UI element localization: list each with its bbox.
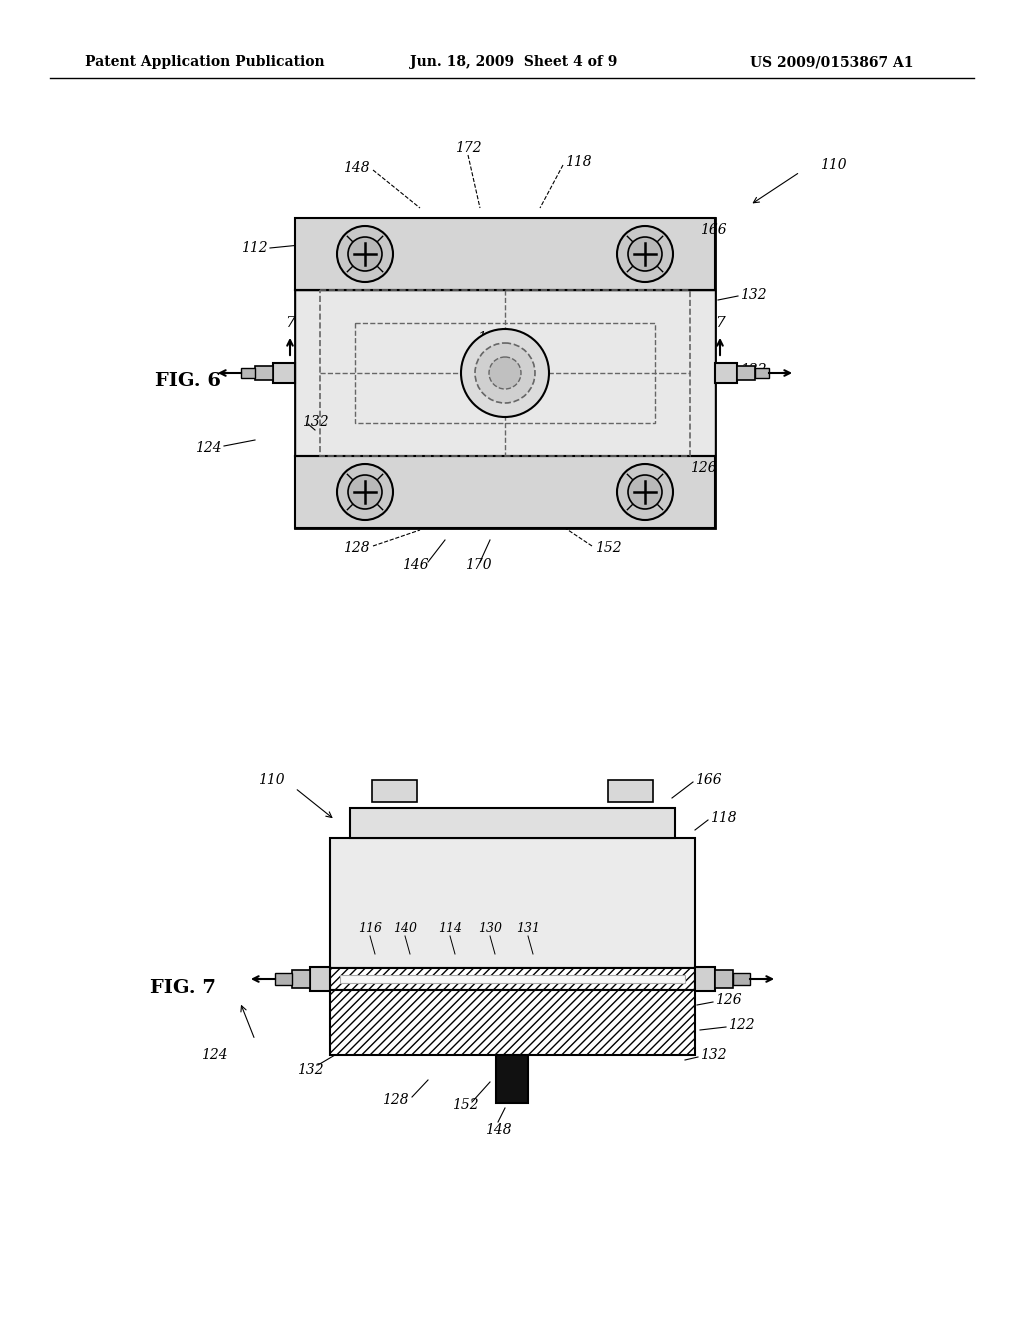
- Bar: [275, 973, 292, 985]
- Circle shape: [617, 226, 673, 282]
- Text: 128: 128: [382, 1093, 409, 1107]
- Bar: [372, 780, 417, 803]
- Bar: [695, 968, 715, 991]
- Text: 132: 132: [297, 1063, 324, 1077]
- Bar: [295, 455, 715, 528]
- Circle shape: [348, 475, 382, 510]
- Text: 118: 118: [565, 154, 592, 169]
- Text: 122: 122: [740, 363, 767, 378]
- Text: Patent Application Publication: Patent Application Publication: [85, 55, 325, 69]
- Bar: [496, 1055, 528, 1104]
- Bar: [608, 780, 653, 803]
- Text: 114: 114: [438, 921, 462, 935]
- Circle shape: [617, 465, 673, 520]
- Bar: [330, 968, 695, 990]
- Bar: [715, 970, 733, 987]
- Text: 172: 172: [455, 141, 481, 154]
- Bar: [330, 990, 695, 1055]
- Text: 112: 112: [242, 242, 268, 255]
- Text: 122: 122: [728, 1018, 755, 1032]
- Text: 110: 110: [258, 774, 285, 787]
- Text: 132: 132: [302, 414, 329, 429]
- Text: FIG. 6: FIG. 6: [155, 372, 221, 389]
- Text: 124: 124: [196, 441, 222, 455]
- Text: 170: 170: [465, 558, 492, 572]
- Circle shape: [337, 226, 393, 282]
- Text: 152: 152: [595, 541, 622, 554]
- Bar: [330, 838, 695, 968]
- Text: 124: 124: [202, 1048, 228, 1063]
- Bar: [310, 968, 330, 991]
- Text: 116: 116: [358, 921, 382, 935]
- Text: 118: 118: [710, 810, 736, 825]
- Text: 166: 166: [695, 774, 722, 787]
- Bar: [295, 218, 715, 528]
- Bar: [295, 290, 715, 455]
- Bar: [255, 366, 273, 380]
- Circle shape: [628, 238, 662, 271]
- Text: 166: 166: [700, 223, 727, 238]
- Text: 148: 148: [484, 1123, 511, 1137]
- Bar: [737, 366, 755, 380]
- Text: 126: 126: [715, 993, 741, 1007]
- Text: 128: 128: [343, 541, 370, 554]
- Bar: [355, 323, 655, 422]
- Text: 131: 131: [516, 921, 540, 935]
- Circle shape: [489, 356, 521, 389]
- Bar: [273, 363, 295, 383]
- Text: 130: 130: [478, 921, 502, 935]
- Circle shape: [461, 329, 549, 417]
- Text: 7: 7: [715, 315, 725, 330]
- Bar: [715, 363, 737, 383]
- Text: FIG. 7: FIG. 7: [150, 979, 216, 997]
- Bar: [241, 368, 255, 378]
- Bar: [295, 218, 715, 290]
- Text: 132: 132: [740, 288, 767, 302]
- Circle shape: [475, 343, 535, 403]
- Circle shape: [348, 238, 382, 271]
- Text: 114: 114: [477, 331, 504, 345]
- Circle shape: [628, 475, 662, 510]
- Text: US 2009/0153867 A1: US 2009/0153867 A1: [750, 55, 913, 69]
- Bar: [340, 975, 685, 983]
- Text: 146: 146: [401, 558, 428, 572]
- Bar: [319, 290, 690, 455]
- Text: 126: 126: [690, 461, 717, 475]
- Bar: [755, 368, 769, 378]
- Text: 110: 110: [820, 158, 847, 172]
- Bar: [292, 970, 310, 987]
- Text: 152: 152: [452, 1098, 478, 1111]
- Circle shape: [337, 465, 393, 520]
- Text: 7: 7: [285, 315, 295, 330]
- Text: Jun. 18, 2009  Sheet 4 of 9: Jun. 18, 2009 Sheet 4 of 9: [410, 55, 617, 69]
- Bar: [350, 808, 675, 838]
- Text: 148: 148: [343, 161, 370, 176]
- Text: 140: 140: [393, 921, 417, 935]
- Bar: [733, 973, 750, 985]
- Text: 132: 132: [700, 1048, 727, 1063]
